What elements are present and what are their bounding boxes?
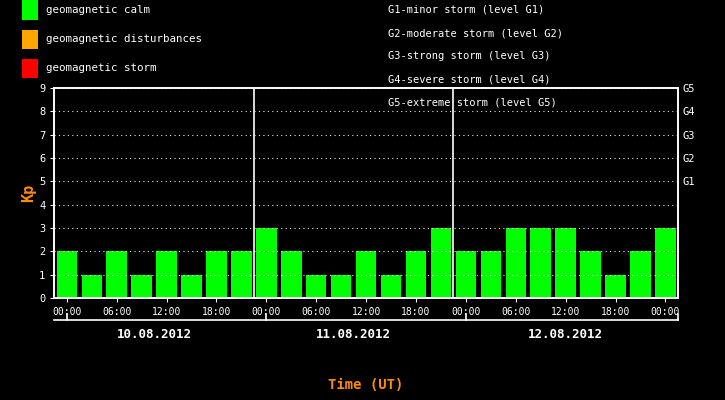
Bar <box>605 275 626 298</box>
Text: G1-minor storm (level G1): G1-minor storm (level G1) <box>388 5 544 15</box>
Text: G4-severe storm (level G4): G4-severe storm (level G4) <box>388 74 550 85</box>
Bar <box>131 275 152 298</box>
Bar <box>531 228 551 298</box>
Bar <box>356 251 376 298</box>
Bar <box>107 251 127 298</box>
Text: G5-extreme storm (level G5): G5-extreme storm (level G5) <box>388 98 557 108</box>
Bar <box>580 251 601 298</box>
Bar <box>381 275 402 298</box>
Bar <box>331 275 352 298</box>
Bar <box>181 275 202 298</box>
Bar <box>406 251 426 298</box>
Bar <box>431 228 451 298</box>
Bar <box>231 251 252 298</box>
Bar <box>655 228 676 298</box>
Text: geomagnetic storm: geomagnetic storm <box>46 64 157 74</box>
Text: geomagnetic calm: geomagnetic calm <box>46 5 150 15</box>
Bar <box>281 251 302 298</box>
Bar <box>57 251 77 298</box>
Bar <box>81 275 102 298</box>
Text: geomagnetic disturbances: geomagnetic disturbances <box>46 34 202 44</box>
Bar <box>555 228 576 298</box>
Bar <box>630 251 651 298</box>
Text: G3-strong storm (level G3): G3-strong storm (level G3) <box>388 51 550 61</box>
Y-axis label: Kp: Kp <box>21 184 36 202</box>
Bar <box>481 251 501 298</box>
Text: 10.08.2012: 10.08.2012 <box>117 328 191 341</box>
Text: G2-moderate storm (level G2): G2-moderate storm (level G2) <box>388 28 563 38</box>
Bar <box>157 251 177 298</box>
Text: 12.08.2012: 12.08.2012 <box>528 328 603 341</box>
Bar <box>306 275 326 298</box>
Bar <box>256 228 277 298</box>
Text: Time (UT): Time (UT) <box>328 378 404 392</box>
Bar <box>455 251 476 298</box>
Bar <box>206 251 227 298</box>
Text: 11.08.2012: 11.08.2012 <box>316 328 392 341</box>
Bar <box>505 228 526 298</box>
